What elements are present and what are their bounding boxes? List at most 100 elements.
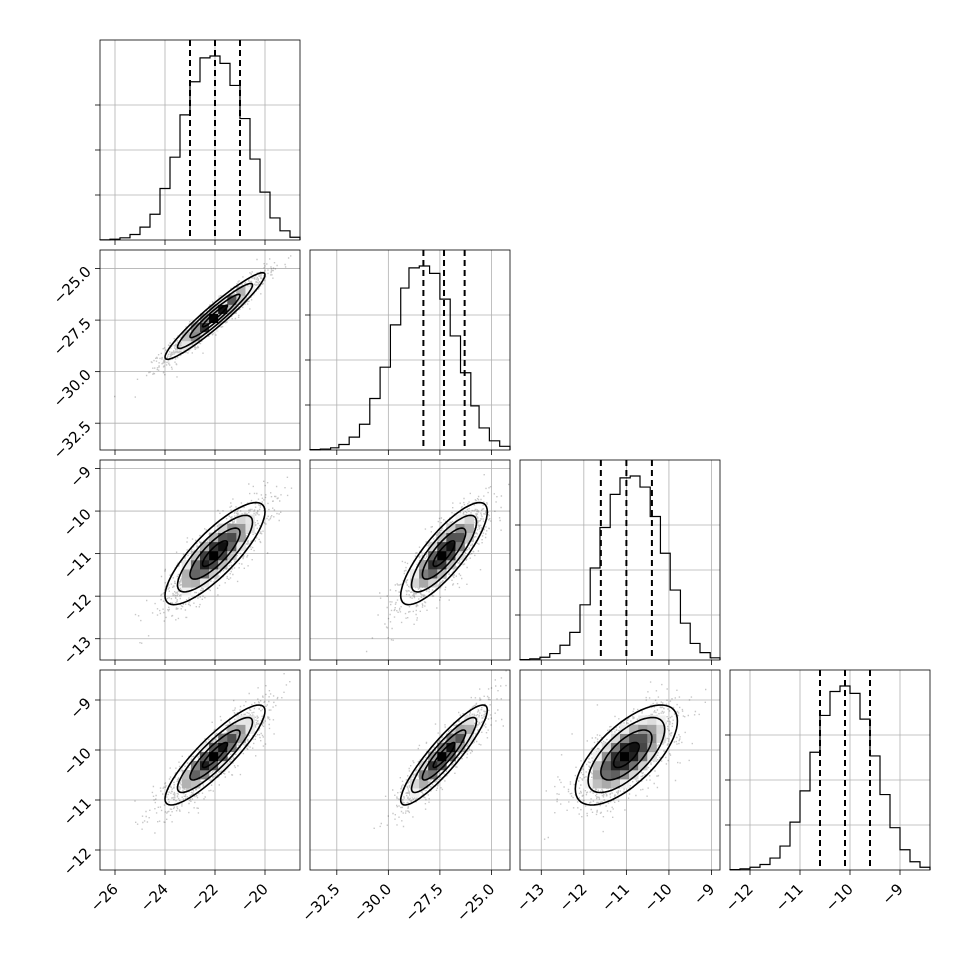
density-cell [464,523,474,534]
scatter-panel-3-1: −32.5 −30.0 −27.5 −25.0 [298,669,511,925]
scatter-panel-3-0: −9 −10 −11 −12−26 −24 −22 −20 [60,669,301,915]
x-tick-label: −13 [513,880,548,915]
density-cell [428,541,438,552]
contour-level-0 [201,304,229,328]
density-cell [455,733,465,744]
contour-level-2 [176,514,254,593]
density-cell [200,560,210,570]
density-cell [647,724,657,734]
histogram-panel-3: −12 −11 −10 −9 [722,669,931,915]
contour-level-1 [421,527,467,580]
density-cell [209,569,219,579]
density-cell [200,569,210,579]
density-cell [419,578,429,588]
density-cell [638,760,648,771]
x-tick-label: −30.0 [350,880,395,925]
density-cell [601,760,612,771]
density-cell [209,313,219,324]
contour-level-3 [574,704,679,806]
y-tick-label: −13 [60,633,95,668]
scatter-panel-3-2: −13 −12 −11 −10 −9 [513,669,721,915]
panel-frame [729,669,931,871]
x-tick-label: −10 [822,880,857,915]
density-cell [647,751,657,762]
density-cell [629,760,639,771]
panel-contents [134,476,293,644]
x-tick-label: −9 [690,880,718,908]
contour-level-2 [176,282,254,350]
scatter-points [134,673,291,834]
panel-contents [365,474,510,653]
density-cell [638,742,648,753]
x-tick-label: −9 [878,880,906,908]
density-cell [200,751,210,762]
density-cell [181,569,192,579]
density-cell [227,550,237,561]
density-cell [592,760,603,771]
panel-frame [99,39,301,241]
density-cell [629,724,639,734]
contour-level-2 [176,716,254,794]
density-cell [437,560,447,570]
density-cell [620,751,630,762]
scatter-panel-2-1 [309,459,511,665]
density-cell [419,560,429,570]
density-cell [437,760,447,771]
density-cell [610,742,621,753]
density-cell [437,569,447,579]
histogram-panel-1 [305,249,511,455]
y-tick-label: −11 [60,794,95,829]
x-tick-label: −12 [722,880,757,915]
density-cell [656,724,666,734]
y-tick-label: −27.5 [50,314,95,359]
density-cell [601,779,612,789]
density-cell [601,742,612,753]
contour-level-0 [612,741,640,769]
density-cell [629,733,639,744]
density-cell [428,550,438,561]
density-cell [419,770,429,780]
panel-frame [309,669,511,871]
y-tick-label: −9 [66,694,94,722]
density-cell [200,760,210,771]
contour-level-3 [164,704,266,806]
x-tick-label: −11 [598,880,633,915]
histogram-step-3 [729,685,931,871]
x-tick-label: −12 [556,880,591,915]
x-tick-label: −26 [87,880,122,915]
histogram-panel-0 [95,39,301,245]
density-cell [446,751,456,762]
density-cell [181,770,192,780]
density-cell [446,550,456,561]
contour-level-0 [201,741,229,769]
y-tick-label: −11 [60,548,95,583]
panel-frame [519,669,721,871]
density-cell [464,724,474,734]
x-tick-label: −22 [187,880,222,915]
density-cell [218,733,228,744]
contour-level-2 [587,716,666,794]
panel-contents [134,673,291,834]
density-cell [428,770,438,780]
density-cell [227,532,237,543]
contour-level-0 [201,540,229,568]
density-cell [437,751,447,762]
density-cell [446,532,456,543]
density-cell [610,733,621,744]
y-tick-label: −12 [60,590,95,625]
histogram-step-1 [309,265,511,451]
y-tick-label: −10 [60,505,95,540]
density-cell [455,532,465,543]
density-cell [446,541,456,552]
density-cell [245,514,255,524]
panel-contents [373,670,507,829]
panel-frame [519,459,721,661]
density-cell [218,751,228,762]
density-cell [227,724,237,734]
density-cell [200,322,210,333]
contour-level-1 [600,729,653,781]
scatter-panel-1-0: −25.0 −27.5 −30.0 −32.5 [50,249,301,463]
density-cell [218,304,228,314]
contour-level-3 [164,501,266,606]
density-cell [236,295,246,305]
